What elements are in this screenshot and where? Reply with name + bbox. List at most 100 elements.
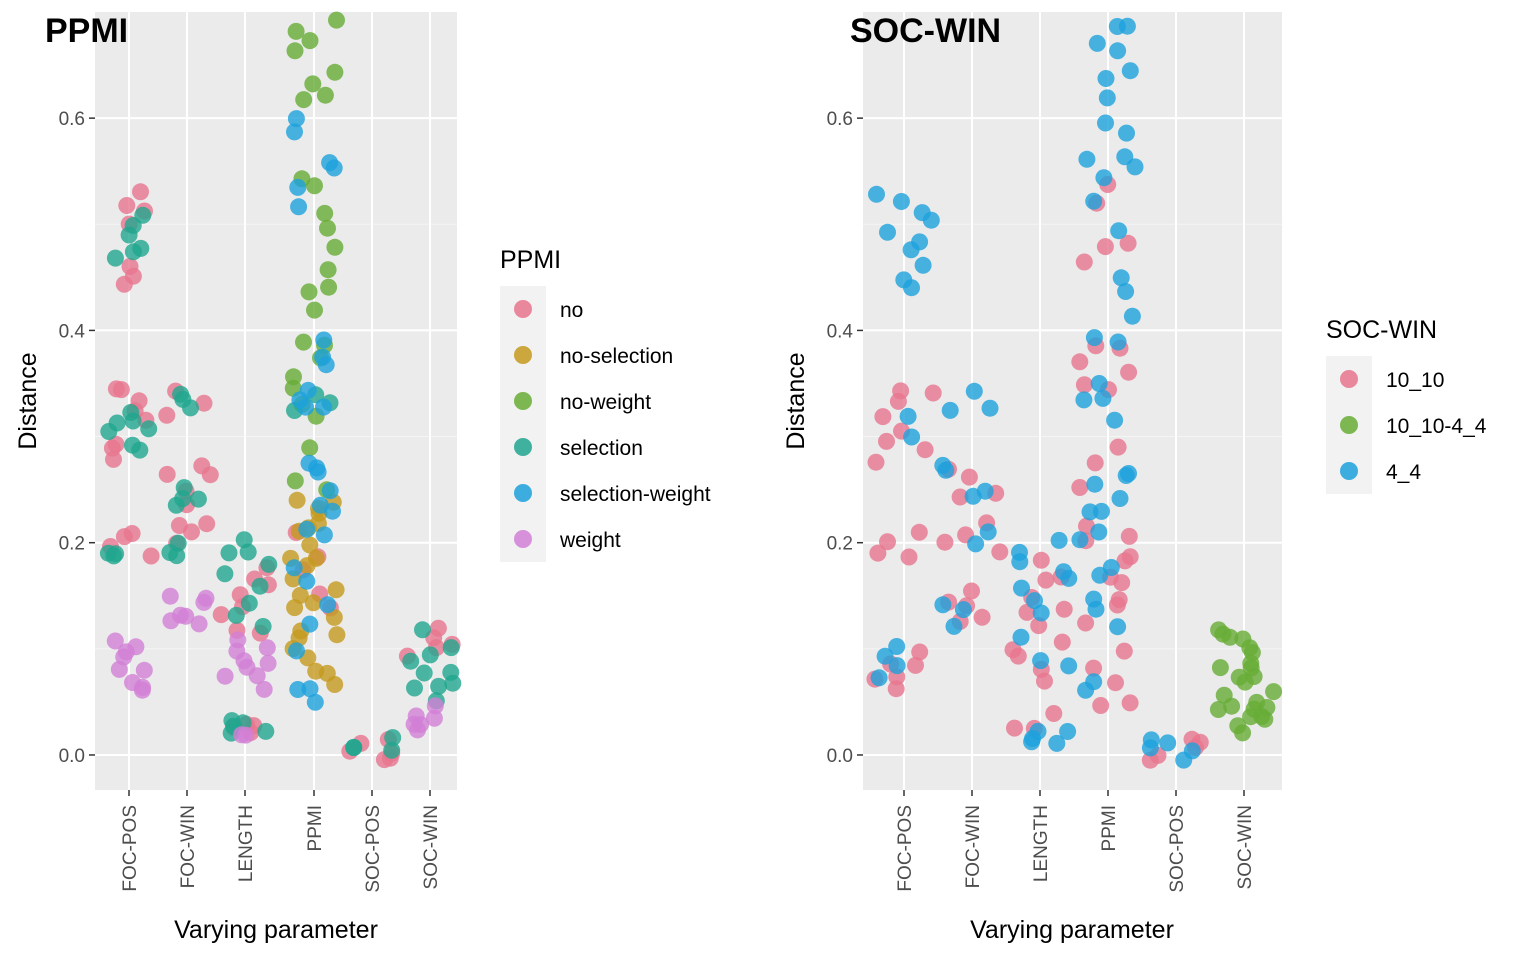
legend: SOC-WIN 10_10 10_10-4_4 4_4 (1326, 316, 1487, 494)
y-tick-label: 0.0 (827, 746, 853, 767)
data-point (106, 632, 124, 650)
x-tick-label: PPMI (1099, 805, 1120, 851)
data-point (1117, 467, 1135, 484)
data-point (1090, 523, 1108, 541)
data-point (301, 536, 319, 554)
data-point (426, 697, 444, 715)
data-point (1075, 253, 1093, 271)
data-point (1075, 376, 1093, 394)
legend-label: 10_10 (1386, 369, 1444, 392)
data-point (934, 596, 952, 614)
data-point (1077, 614, 1095, 632)
data-point (319, 596, 337, 614)
data-point (135, 661, 153, 679)
legend-label: selection-weight (560, 483, 711, 506)
data-point (297, 398, 315, 416)
data-point (190, 615, 208, 633)
data-point (248, 667, 266, 685)
data-point (951, 488, 969, 506)
data-point (979, 523, 997, 541)
legend-key (514, 530, 532, 548)
data-point (328, 626, 346, 644)
x-tick-label: SOC-POS (363, 805, 384, 893)
data-point (298, 572, 316, 590)
data-point (1118, 17, 1136, 35)
data-point (1013, 579, 1030, 597)
data-point (1115, 642, 1133, 660)
data-point (326, 63, 344, 81)
data-point (1120, 527, 1138, 545)
data-point (1048, 734, 1066, 752)
data-point (1107, 674, 1124, 692)
data-point (286, 42, 304, 60)
data-point (131, 441, 149, 459)
data-point (115, 528, 133, 546)
series-selection (99, 206, 462, 759)
data-point (133, 681, 151, 699)
data-point (110, 660, 128, 678)
data-point (442, 639, 460, 657)
data-point (140, 420, 158, 438)
data-point (415, 664, 433, 682)
data-point (285, 559, 303, 577)
data-point (300, 283, 318, 301)
data-point (937, 461, 955, 479)
legend-key (514, 438, 532, 456)
data-point (307, 662, 325, 680)
data-point (1096, 238, 1114, 256)
data-point (1086, 454, 1104, 472)
data-point (286, 472, 304, 490)
x-tick-label: FOC-POS (120, 805, 141, 892)
data-point (867, 453, 885, 471)
data-point (903, 279, 920, 297)
data-point (1118, 124, 1135, 142)
data-point (326, 238, 344, 256)
data-point (1141, 751, 1159, 769)
data-point (287, 110, 305, 128)
data-point (298, 557, 316, 575)
data-point (319, 219, 336, 237)
data-point (876, 647, 894, 665)
y-tick-label: 0.2 (59, 534, 85, 555)
x-tick-label: FOC-WIN (178, 805, 199, 888)
data-point (1055, 600, 1073, 618)
x-tick-label: LENGTH (236, 805, 257, 882)
data-point (100, 423, 118, 440)
data-point (168, 547, 186, 565)
data-point (402, 652, 420, 670)
data-point (1071, 479, 1089, 496)
data-point (120, 226, 138, 244)
data-point (383, 741, 401, 759)
data-point (910, 523, 928, 541)
data-point (879, 223, 896, 241)
series-no (102, 183, 461, 769)
data-point (1119, 234, 1137, 252)
data-point (315, 526, 333, 544)
data-point (973, 608, 991, 626)
data-point (301, 680, 319, 698)
data-point (888, 638, 906, 655)
legend-key (1340, 370, 1358, 388)
data-point (301, 32, 319, 50)
data-point (1121, 62, 1139, 80)
series-10_10-4_4 (1209, 621, 1283, 742)
y-tick-label: 0.6 (827, 109, 853, 130)
data-point (887, 680, 905, 698)
data-point (1141, 739, 1159, 757)
data-point (220, 544, 238, 562)
data-point (916, 441, 934, 459)
data-point (161, 587, 179, 605)
data-point (1112, 269, 1130, 287)
data-point (189, 490, 207, 508)
data-point (911, 643, 929, 661)
y-tick-label: 0.6 (59, 109, 85, 130)
data-point (954, 601, 972, 619)
data-point (1087, 600, 1105, 618)
y-axis-label: Distance (782, 352, 810, 449)
data-point (118, 197, 136, 214)
data-point (1036, 672, 1053, 690)
data-point (1209, 701, 1227, 718)
data-point (907, 656, 924, 674)
x-tick-label: SOC-WIN (421, 805, 442, 889)
legend-key (514, 346, 532, 364)
